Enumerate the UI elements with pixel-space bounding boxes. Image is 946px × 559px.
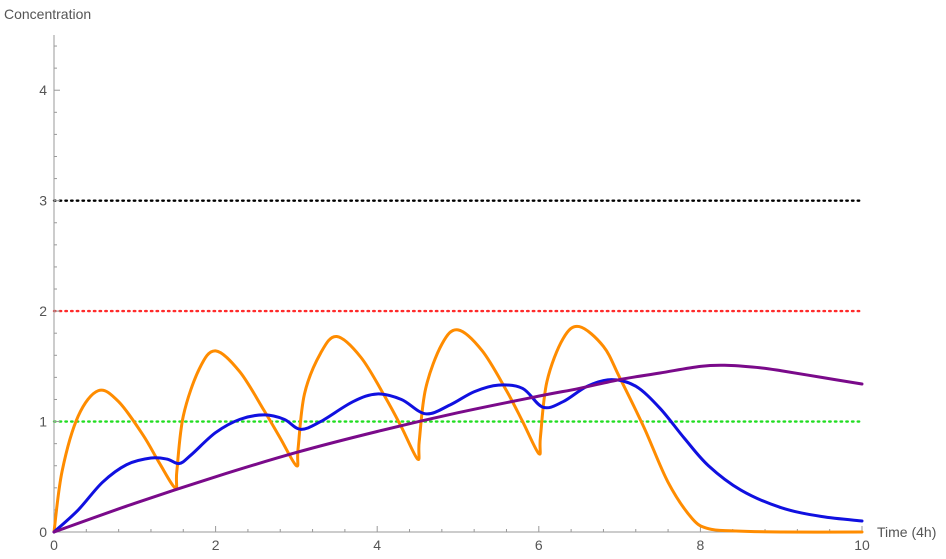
x-tick-label: 4 xyxy=(373,537,381,553)
x-tick-label: 8 xyxy=(697,537,705,553)
x-tick-label: 6 xyxy=(535,537,543,553)
x-tick-label: 2 xyxy=(212,537,220,553)
x-axis-label: Time (4h) xyxy=(877,524,936,540)
y-tick-label: 2 xyxy=(39,303,47,319)
series-purple-line xyxy=(52,363,864,534)
y-tick-label: 0 xyxy=(39,524,47,540)
x-tick-label: 10 xyxy=(854,537,870,553)
y-tick-label: 4 xyxy=(39,82,47,98)
y-axis-label: Concentration xyxy=(4,6,91,22)
y-tick-label: 1 xyxy=(39,414,47,430)
series-orange-line xyxy=(52,324,864,534)
axes: 0 2 4 6 8 10 0 1 2 3 4 xyxy=(39,35,870,553)
series-group xyxy=(52,324,864,534)
y-tick-label: 3 xyxy=(39,193,47,209)
x-tick-label: 0 xyxy=(50,537,58,553)
series-blue-line xyxy=(52,378,864,534)
reference-lines xyxy=(52,199,864,423)
